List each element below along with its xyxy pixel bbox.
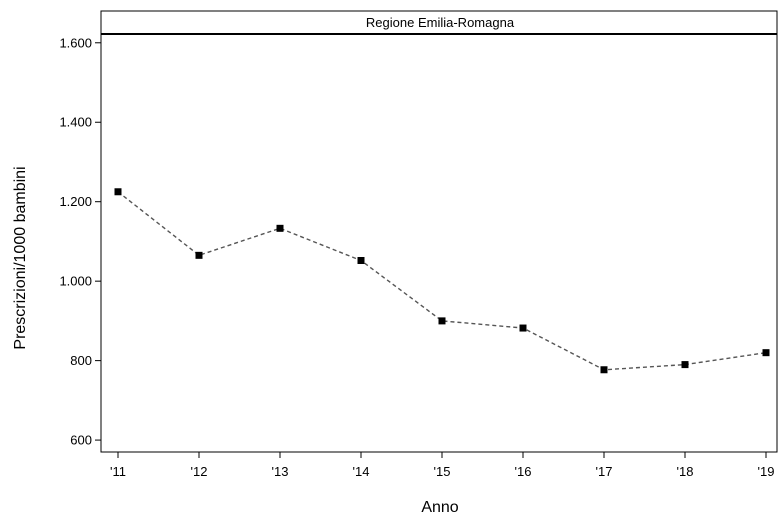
x-tick-label: '16: [515, 464, 532, 479]
y-tick-label: 600: [70, 433, 92, 448]
data-point-marker: [114, 188, 122, 196]
plot-frame: [100, 10, 778, 453]
x-tick-label: '14: [353, 464, 370, 479]
x-tick-label: '13: [272, 464, 289, 479]
data-point-marker: [195, 251, 203, 259]
series-line: [117, 191, 767, 371]
data-point-marker: [762, 349, 770, 357]
data-point-marker: [357, 257, 365, 265]
data-point-marker: [519, 324, 527, 332]
data-point-marker: [681, 361, 689, 369]
y-tick-label: 1.000: [59, 274, 92, 289]
x-axis-title: Anno: [421, 499, 458, 516]
x-tick-label: '15: [434, 464, 451, 479]
x-tick-label: '12: [191, 464, 208, 479]
data-point-marker: [438, 317, 446, 325]
y-tick-label: 1.400: [59, 115, 92, 130]
data-point-marker: [276, 224, 284, 232]
y-tick-label: 1.600: [59, 35, 92, 50]
x-tick-label: '18: [677, 464, 694, 479]
x-tick-label: '17: [596, 464, 613, 479]
x-tick-label: '11: [110, 464, 126, 479]
x-tick-label: '19: [758, 464, 775, 479]
y-tick-label: 1.200: [59, 194, 92, 209]
chart-title: Regione Emilia-Romagna: [366, 15, 515, 30]
data-point-marker: [600, 366, 608, 374]
y-tick-label: 800: [70, 353, 92, 368]
y-axis-title: Prescrizioni/1000 bambini: [12, 166, 29, 349]
